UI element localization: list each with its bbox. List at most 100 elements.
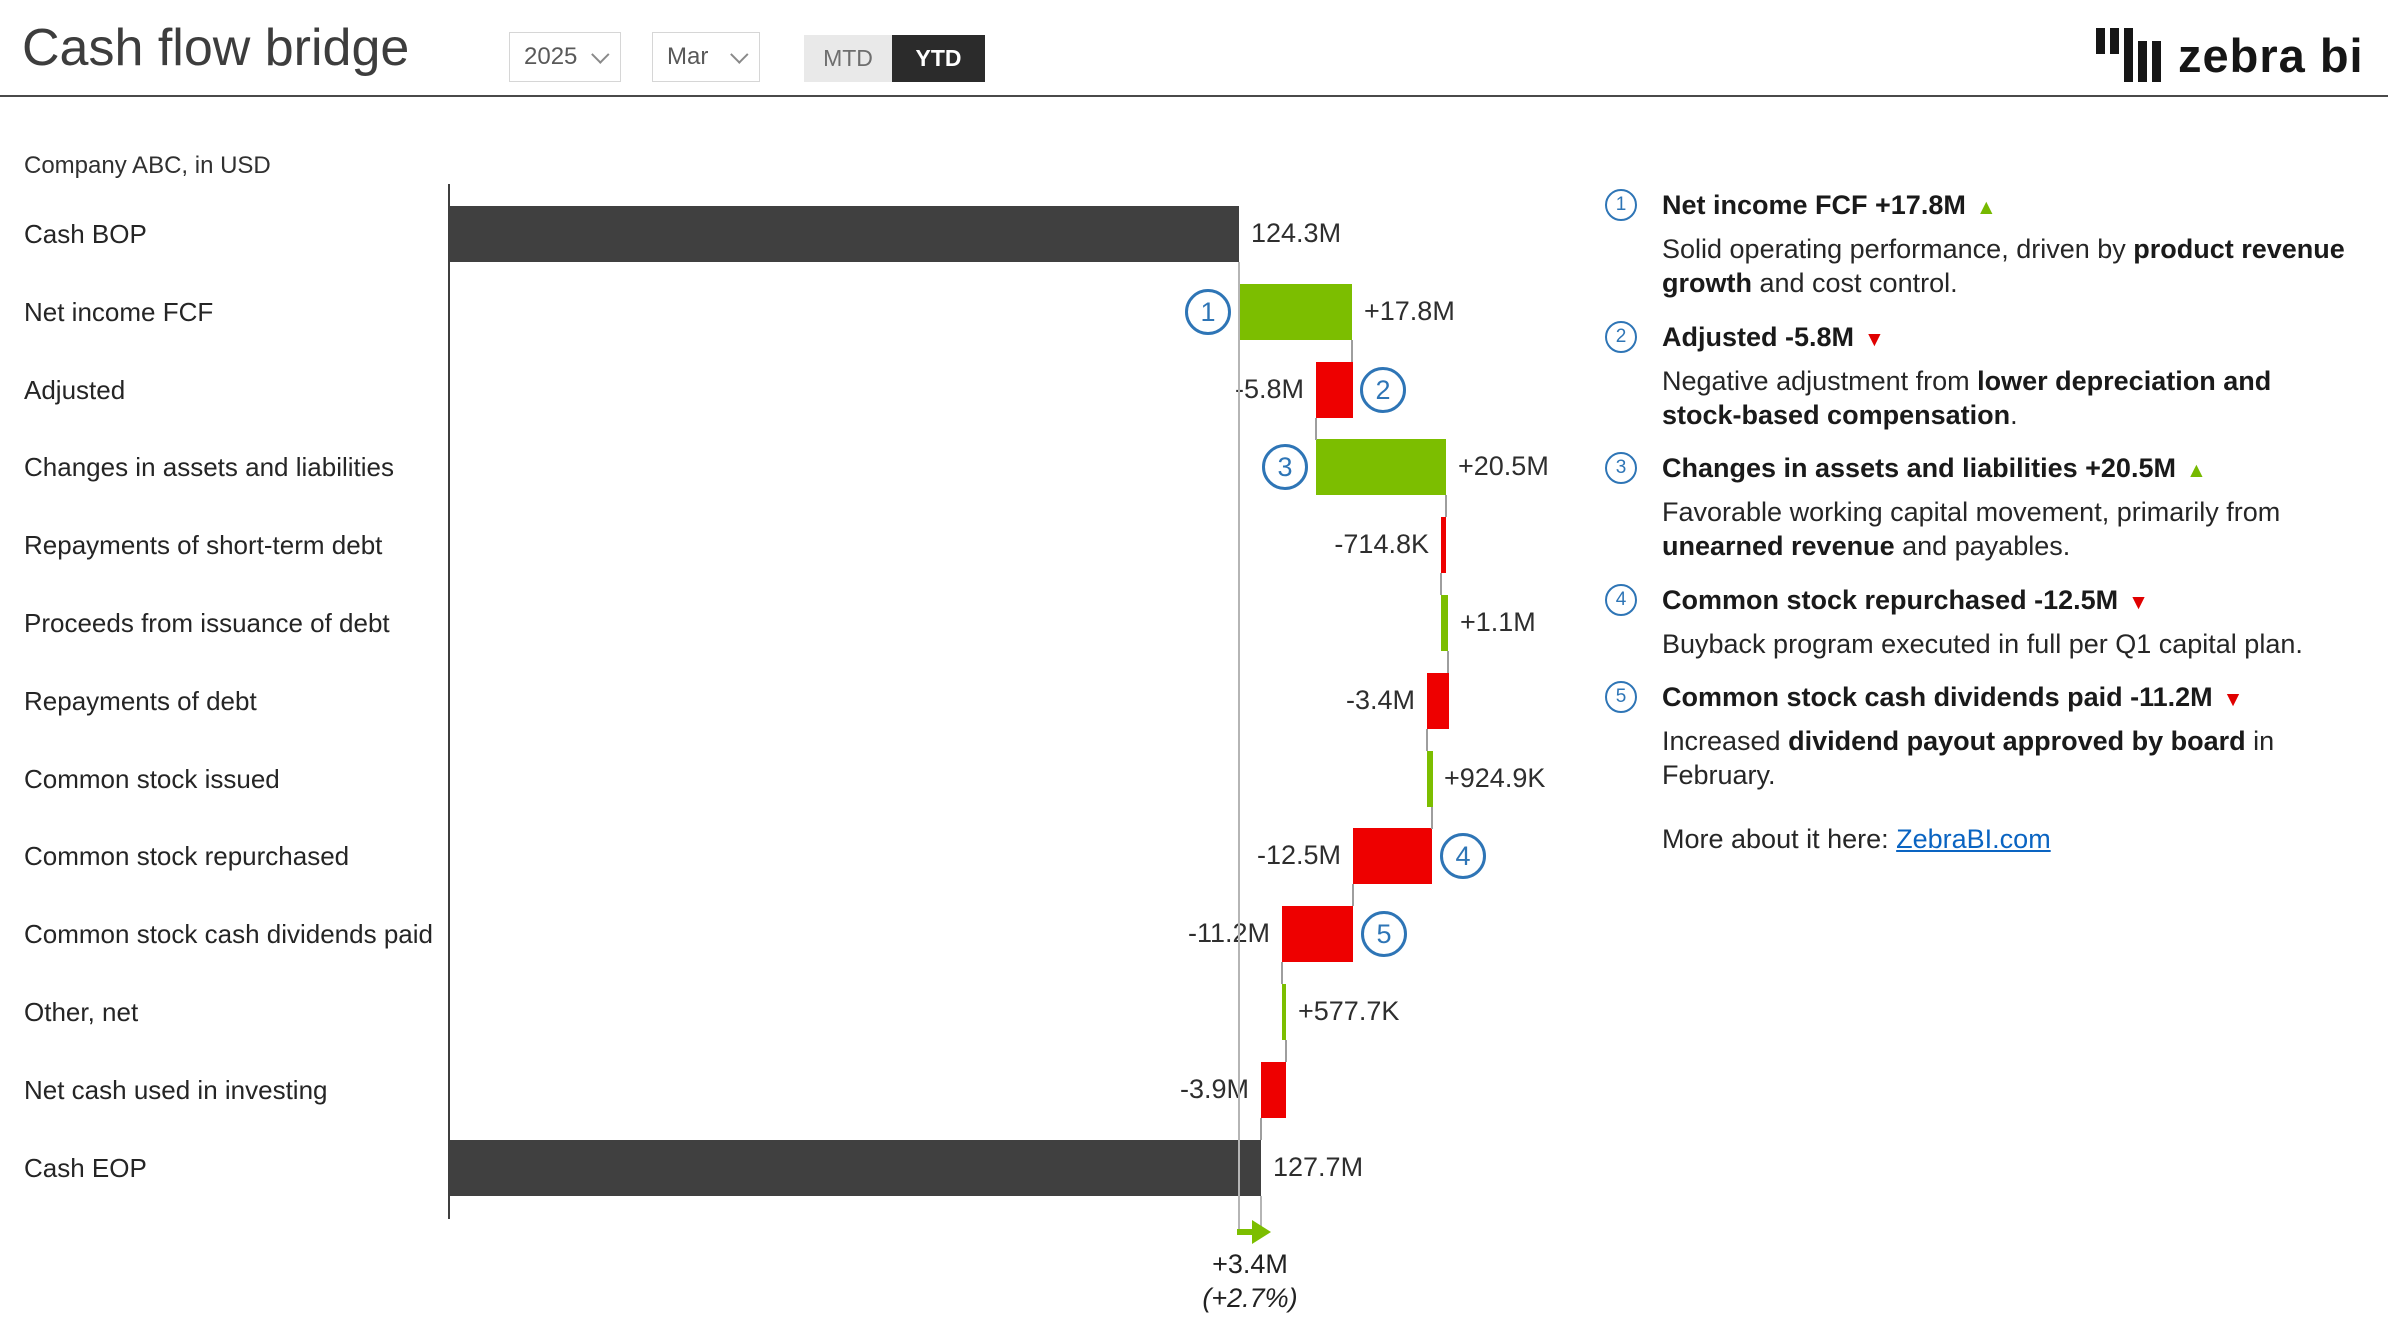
bar-other-net[interactable] [1282, 984, 1286, 1040]
bar-repayments-of-short-term-debt[interactable] [1441, 517, 1446, 573]
commentary-text: Changes in assets and liabilities +20.5M… [1662, 451, 2352, 563]
bar-repayments-of-debt[interactable] [1427, 673, 1449, 729]
commentary-text: Common stock repurchased -12.5M ▼ Buyback … [1662, 583, 2352, 661]
commentary-title: Common stock cash dividends paid -11.2M ▼ [1662, 680, 2352, 717]
triangle-down-icon: ▼ [2128, 591, 2149, 614]
variance-value-label: +3.4M [1212, 1249, 1288, 1279]
zebrabi-link[interactable]: ZebraBI.com [1896, 824, 2051, 854]
ytd-toggle-button[interactable]: YTD [892, 35, 985, 82]
bar-common-stock-repurchased[interactable] [1353, 828, 1432, 884]
year-dropdown[interactable]: 2025 [509, 32, 621, 82]
category-label-net-cash-used-in-investing: Net cash used in investing [24, 1075, 328, 1105]
category-label-net-income-fcf: Net income FCF [24, 297, 214, 327]
bar-net-cash-used-in-investing[interactable] [1261, 1062, 1286, 1118]
connector-line [1431, 807, 1433, 829]
bar-cash-eop[interactable] [450, 1140, 1261, 1196]
commentary-marker-1: 1 [1605, 189, 1637, 221]
bar-common-stock-cash-dividends-paid[interactable] [1282, 906, 1353, 962]
bar-value-label: 127.7M [1273, 1152, 1364, 1182]
connector-line [1351, 340, 1353, 362]
triangle-down-icon: ▼ [1864, 328, 1885, 351]
triangle-up-icon: ▲ [1975, 196, 1997, 219]
commentary-body: Buyback program executed in full per Q1 … [1662, 627, 2352, 661]
header-divider [0, 95, 2388, 97]
commentary-body-segment: . [2010, 400, 2018, 430]
connector-line [1445, 495, 1447, 517]
category-label-common-stock-cash-dividends-paid: Common stock cash dividends paid [24, 919, 433, 949]
connector-line [1260, 1118, 1262, 1140]
bar-value-label: +577.7K [1298, 996, 1400, 1026]
chart-subtitle: Company ABC, in USD [24, 152, 271, 179]
category-label-repayments-of-debt: Repayments of debt [24, 686, 257, 716]
commentary-body-segment: unearned revenue [1662, 531, 1895, 561]
commentary-title: Adjusted -5.8M ▼ [1662, 320, 2352, 357]
brand-logo: zebra bi [2096, 28, 2364, 84]
commentary-title-text: Common stock cash dividends paid -11.2M [1662, 682, 2213, 712]
connector-line [1352, 884, 1354, 906]
connector-line [1440, 573, 1442, 595]
bar-value-label: -12.5M [1256, 840, 1341, 870]
mtd-toggle-button[interactable]: MTD [804, 35, 892, 82]
bar-value-label: +924.9K [1444, 763, 1546, 793]
category-label-common-stock-issued: Common stock issued [24, 764, 280, 794]
more-about-line: More about it here: ZebraBI.com [1662, 824, 2051, 855]
bar-value-label: -3.9M [1179, 1074, 1249, 1104]
commentary-body-segment: Favorable working capital movement, prim… [1662, 497, 2281, 527]
commentary-body-segment: dividend payout approved by board [1788, 726, 2246, 756]
bar-net-income-fcf[interactable] [1239, 284, 1352, 340]
page-title: Cash flow bridge [22, 19, 410, 77]
bar-proceeds-from-issuance-of-debt[interactable] [1441, 595, 1448, 651]
month-dropdown[interactable]: Mar [652, 32, 760, 82]
commentary-marker-5: 5 [1605, 681, 1637, 713]
bar-adjusted[interactable] [1316, 362, 1353, 418]
commentary-item-1: 1 Net income FCF +17.8M ▲ Solid operating p… [1605, 188, 2360, 300]
commentary-title-text: Common stock repurchased -12.5M [1662, 585, 2119, 615]
commentary-title: Common stock repurchased -12.5M ▼ [1662, 583, 2352, 620]
category-label-repayments-of-short-term-debt: Repayments of short-term debt [24, 530, 383, 560]
commentary-body: Favorable working capital movement, prim… [1662, 495, 2352, 563]
connector-line [1315, 418, 1317, 440]
commentary-body-segment: Buyback program executed in full per Q1 … [1662, 629, 2303, 659]
commentary-title-text: Net income FCF +17.8M [1662, 190, 1966, 220]
triangle-up-icon: ▲ [2185, 459, 2207, 482]
category-label-proceeds-from-issuance-of-debt: Proceeds from issuance of debt [24, 608, 390, 638]
commentary-item-3: 3 Changes in assets and liabilities +20.5… [1605, 451, 2360, 563]
commentary-text: Adjusted -5.8M ▼ Negative adjustment from … [1662, 320, 2352, 432]
year-dropdown-value: 2025 [524, 43, 578, 70]
connector-line [1426, 729, 1428, 751]
commentary-body-segment: lower depreciation and stock-based compe… [1662, 366, 2272, 430]
commentary-text: Net income FCF +17.8M ▲ Solid operating pe… [1662, 188, 2352, 300]
commentary-item-4: 4 Common stock repurchased -12.5M ▼ Buyback… [1605, 583, 2360, 661]
bar-common-stock-issued[interactable] [1427, 751, 1433, 807]
commentary-marker-4: 4 [1605, 584, 1637, 616]
bar-value-label: -5.8M [1234, 374, 1304, 404]
commentary-body-segment: Solid operating performance, driven by [1662, 234, 2134, 264]
month-dropdown-value: Mar [667, 43, 709, 70]
chart-marker-5: 5 [1361, 911, 1407, 957]
commentary-body-segment: product revenue growth [1662, 234, 2345, 298]
bar-changes-in-assets-and-liabilities[interactable] [1316, 439, 1446, 495]
bar-value-label: +17.8M [1364, 296, 1455, 326]
bop-reference-line [1238, 262, 1240, 1232]
commentary-body-segment: in February. [1662, 726, 2275, 790]
variance-percent-label: (+2.7%) [1202, 1283, 1298, 1313]
bar-value-label: -11.2M [1187, 918, 1270, 948]
bar-value-label: 124.3M [1251, 218, 1342, 248]
connector-line [1285, 1040, 1287, 1062]
triangle-down-icon: ▼ [2222, 688, 2244, 711]
bar-cash-bop[interactable] [450, 206, 1239, 262]
category-label-common-stock-repurchased: Common stock repurchased [24, 841, 350, 871]
category-label-cash-eop: Cash EOP [24, 1153, 147, 1183]
chart-marker-2: 2 [1360, 367, 1406, 413]
commentary-body-segment: Negative adjustment from [1662, 366, 1978, 396]
commentary-item-2: 2 Adjusted -5.8M ▼ Negative adjustment from… [1605, 320, 2360, 432]
bar-value-label: +20.5M [1458, 451, 1549, 481]
commentary-body: Solid operating performance, driven by p… [1662, 232, 2352, 300]
commentary-title: Net income FCF +17.8M ▲ [1662, 188, 2352, 225]
commentary-body-segment: Increased [1662, 726, 1789, 756]
bar-value-label: +1.1M [1460, 607, 1536, 637]
eop-reference-line [1260, 1196, 1262, 1232]
more-about-text: More about it here: [1662, 824, 1897, 854]
